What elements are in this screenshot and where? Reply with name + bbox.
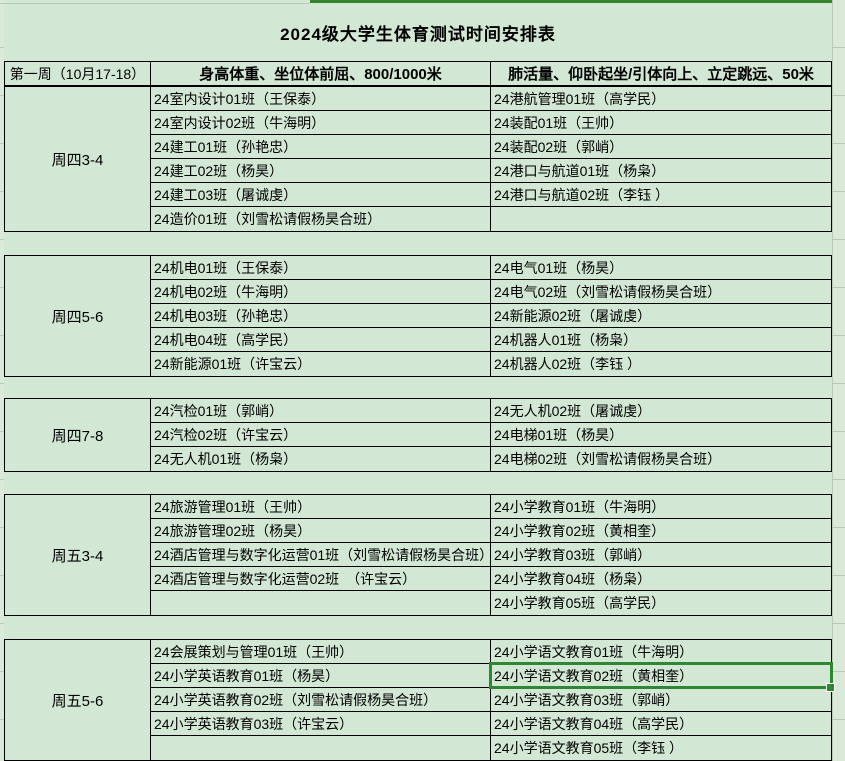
selected-cell[interactable]: 24小学语文教育02班（黄相奎）: [489, 662, 835, 692]
class-cell[interactable]: 24小学教育03班（郭峭）: [494, 546, 652, 563]
header-week-cell[interactable]: 第一周（10月17-18）: [5, 62, 151, 85]
block-rows: 24室内设计01班（王保泰） 24港航管理01班（高学民） 24室内设计02班（牛海…: [151, 87, 831, 231]
page-title: 2024级大学生体育测试时间安排表: [280, 25, 556, 44]
class-cell[interactable]: 24新能源01班（许宝云）: [151, 352, 491, 376]
class-cell[interactable]: 24汽检02班（许宝云）: [151, 423, 491, 446]
class-cell[interactable]: 24电梯01班（杨昊）: [494, 426, 624, 443]
class-cell[interactable]: 24无人机02班（屠诚虔）: [494, 402, 652, 419]
table-row: 24小学教育05班（高学民）: [151, 591, 831, 615]
table-row: 24机电04班（高学民） 24机器人01班（杨枭）: [151, 328, 831, 352]
class-cell[interactable]: 24建工02班（杨昊）: [151, 159, 491, 182]
period-label-cell[interactable]: 周五3-4: [5, 495, 151, 615]
class-cell[interactable]: 24小学语文教育03班（郭峭）: [494, 691, 680, 708]
table-row: 24会展策划与管理01班（王帅） 24小学语文教育01班（牛海明）: [151, 640, 831, 664]
class-cell[interactable]: 24建工03班（屠诚虔）: [151, 183, 491, 206]
header-test-group-1-cell[interactable]: 身高体重、坐位体前屈、800/1000米: [151, 62, 491, 85]
class-cell[interactable]: 24汽检01班（郭峭）: [151, 399, 491, 422]
table-row: 24小学英语教育02班（刘雪松请假杨昊合班） 24小学语文教育03班（郭峭）: [151, 688, 831, 712]
table-row: 24建工01班（孙艳忠） 24装配02班（郭峭）: [151, 135, 831, 159]
class-cell[interactable]: 24建工01班（孙艳忠）: [151, 135, 491, 158]
class-cell[interactable]: 24旅游管理02班（杨昊）: [151, 519, 491, 542]
table-row: 24小学英语教育03班（许宝云） 24小学语文教育04班（高学民）: [151, 712, 831, 736]
class-cell[interactable]: 24小学语文教育04班（高学民）: [494, 715, 694, 732]
empty-cell[interactable]: [151, 591, 491, 615]
top-row-selection-edge: [310, 0, 832, 3]
class-cell[interactable]: 24小学教育01班（牛海明）: [494, 498, 666, 515]
period-label-cell[interactable]: 周四7-8: [5, 399, 151, 471]
class-cell[interactable]: 24机电01班（王保泰）: [151, 256, 491, 279]
schedule-block: 周五5-6 24会展策划与管理01班（王帅） 24小学语文教育01班（牛海明） 24小…: [4, 639, 835, 761]
schedule-block: 周四3-4 24室内设计01班（王保泰） 24港航管理01班（高学民） 24室内设计0…: [4, 86, 832, 232]
class-cell[interactable]: 24机器人01班（杨枭）: [494, 331, 638, 348]
class-cell[interactable]: 24无人机01班（杨枭）: [151, 447, 491, 471]
block-rows: 24机电01班（王保泰） 24电气01班（杨昊） 24机电02班（牛海明） 24电气0…: [151, 256, 831, 376]
class-cell[interactable]: 24港口与航道02班（李钰 ）: [494, 186, 670, 203]
class-cell[interactable]: 24旅游管理01班（王帅）: [151, 495, 491, 518]
table-row: 24酒店管理与数字化运营02班 （许宝云） 24小学教育04班（杨枭）: [151, 567, 831, 591]
table-row: 24机电03班（孙艳忠） 24新能源02班（屠诚虔）: [151, 304, 831, 328]
class-cell[interactable]: 24新能源02班（屠诚虔）: [494, 307, 652, 324]
period-label-cell[interactable]: 周四3-4: [5, 87, 151, 231]
table-row: 24室内设计01班（王保泰） 24港航管理01班（高学民）: [151, 87, 831, 111]
class-cell[interactable]: 24小学语文教育05班（李钰 ）: [494, 740, 684, 756]
table-row: 24汽检01班（郭峭） 24无人机02班（屠诚虔）: [151, 399, 831, 423]
class-cell[interactable]: 24小学教育05班（高学民）: [494, 595, 666, 611]
class-cell[interactable]: 24造价01班（刘雪松请假杨昊合班）: [151, 207, 491, 231]
class-cell[interactable]: 24机电04班（高学民）: [151, 328, 491, 351]
fill-handle[interactable]: [826, 683, 835, 692]
class-cell[interactable]: 24机器人02班（李钰 ）: [494, 356, 642, 372]
class-cell[interactable]: 24电气01班（杨昊）: [494, 259, 624, 276]
table-row: 24机电01班（王保泰） 24电气01班（杨昊）: [151, 256, 831, 280]
class-cell[interactable]: 24会展策划与管理01班（王帅）: [151, 640, 491, 663]
sheet-top-gridline: [0, 3, 310, 4]
class-cell[interactable]: 24港口与航道01班（杨枭）: [494, 162, 666, 179]
table-row: 24酒店管理与数字化运营01班（刘雪松请假杨昊合班） 24小学教育03班（郭峭）: [151, 543, 831, 567]
schedule-block: 周四5-6 24机电01班（王保泰） 24电气01班（杨昊） 24机电02班（牛海明）…: [4, 255, 832, 377]
table-row: 24旅游管理02班（杨昊） 24小学教育02班（黄相奎）: [151, 519, 831, 543]
class-cell[interactable]: 24装配02班（郭峭）: [494, 138, 624, 155]
class-cell[interactable]: 24港航管理01班（高学民）: [494, 90, 666, 107]
class-cell[interactable]: 24电梯02班（刘雪松请假杨昊合班）: [494, 451, 722, 467]
block-rows: 24旅游管理01班（王帅） 24小学教育01班（牛海明） 24旅游管理02班（杨昊）…: [151, 495, 831, 615]
class-cell[interactable]: 24电气02班（刘雪松请假杨昊合班）: [494, 283, 722, 300]
empty-cell[interactable]: [491, 207, 831, 231]
table-row: 24无人机01班（杨枭） 24电梯02班（刘雪松请假杨昊合班）: [151, 447, 831, 471]
class-cell[interactable]: 24酒店管理与数字化运营02班 （许宝云）: [151, 567, 491, 590]
block-rows: 24汽检01班（郭峭） 24无人机02班（屠诚虔） 24汽检02班（许宝云） 24电梯…: [151, 399, 831, 471]
table-row: 24建工02班（杨昊） 24港口与航道01班（杨枭）: [151, 159, 831, 183]
table-header-row: 第一周（10月17-18） 身高体重、坐位体前屈、800/1000米 肺活量、仰…: [4, 61, 832, 86]
class-cell[interactable]: 24机电03班（孙艳忠）: [151, 304, 491, 327]
table-row: 24汽检02班（许宝云） 24电梯01班（杨昊）: [151, 423, 831, 447]
class-cell[interactable]: 24酒店管理与数字化运营01班（刘雪松请假杨昊合班）: [151, 543, 493, 566]
empty-cell[interactable]: [151, 736, 491, 760]
table-row: 24小学英语教育01班（杨昊） 24小学语文教育02班（黄相奎）: [151, 662, 835, 692]
table-row: 24小学语文教育05班（李钰 ）: [151, 736, 831, 760]
schedule-blocks: 周四3-4 24室内设计01班（王保泰） 24港航管理01班（高学民） 24室内设计0…: [4, 86, 835, 761]
class-cell[interactable]: 24小学语文教育01班（牛海明）: [494, 643, 694, 660]
class-cell[interactable]: 24小学英语教育03班（许宝云）: [151, 712, 491, 735]
period-label-cell[interactable]: 周五5-6: [5, 640, 151, 760]
class-cell[interactable]: 24小学英语教育02班（刘雪松请假杨昊合班）: [151, 688, 491, 711]
sheet-right-margin: [832, 0, 845, 761]
schedule-block: 周五3-4 24旅游管理01班（王帅） 24小学教育01班（牛海明） 24旅游管理02…: [4, 494, 832, 616]
schedule-block: 周四7-8 24汽检01班（郭峭） 24无人机02班（屠诚虔） 24汽检02班（许宝云…: [4, 398, 832, 472]
block-rows: 24会展策划与管理01班（王帅） 24小学语文教育01班（牛海明） 24小学英语教育…: [151, 640, 835, 760]
sheet-title-cell[interactable]: 2024级大学生体育测试时间安排表: [4, 4, 832, 61]
class-cell[interactable]: 24室内设计01班（王保泰）: [151, 87, 491, 110]
class-cell[interactable]: 24小学英语教育01班（杨昊）: [151, 664, 491, 687]
table-row: 24建工03班（屠诚虔） 24港口与航道02班（李钰 ）: [151, 183, 831, 207]
table-row: 24旅游管理01班（王帅） 24小学教育01班（牛海明）: [151, 495, 831, 519]
class-cell[interactable]: 24装配01班（王帅）: [494, 114, 624, 131]
class-cell[interactable]: 24小学教育04班（杨枭）: [494, 570, 652, 587]
table-row: 24造价01班（刘雪松请假杨昊合班）: [151, 207, 831, 231]
header-test-group-2-cell[interactable]: 肺活量、仰卧起坐/引体向上、立定跳远、50米: [508, 66, 814, 83]
class-cell[interactable]: 24小学教育02班（黄相奎）: [494, 522, 666, 539]
period-label-cell[interactable]: 周四5-6: [5, 256, 151, 376]
table-row: 24新能源01班（许宝云） 24机器人02班（李钰 ）: [151, 352, 831, 376]
class-cell[interactable]: 24室内设计02班（牛海明）: [151, 111, 491, 134]
sheet-left-margin: [0, 0, 4, 761]
class-cell[interactable]: 24机电02班（牛海明）: [151, 280, 491, 303]
table-row: 24室内设计02班（牛海明） 24装配01班（王帅）: [151, 111, 831, 135]
table-row: 24机电02班（牛海明） 24电气02班（刘雪松请假杨昊合班）: [151, 280, 831, 304]
